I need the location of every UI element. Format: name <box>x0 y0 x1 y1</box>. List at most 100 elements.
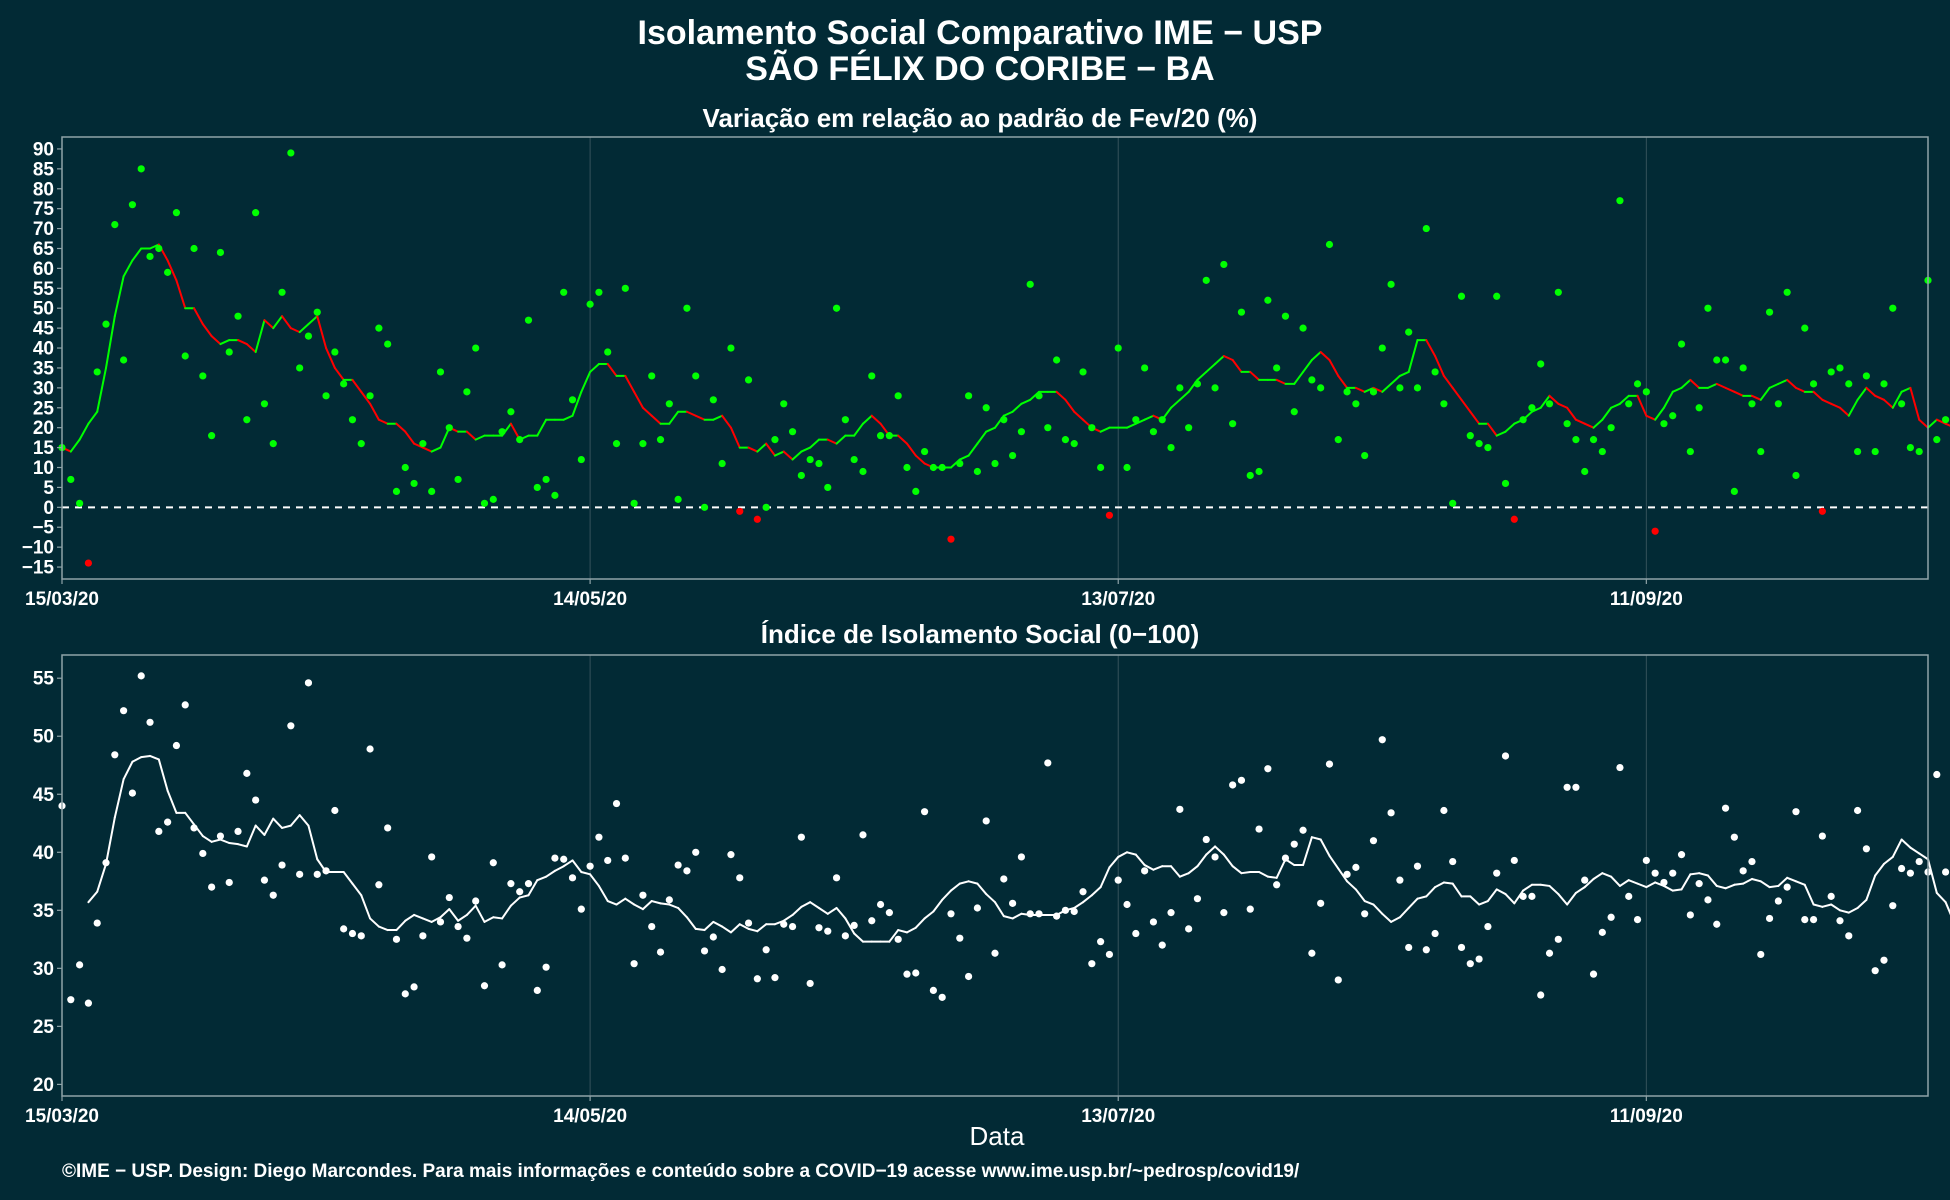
chart1-ma-segment <box>641 406 653 417</box>
chart1-data-point <box>366 392 374 400</box>
chart2-ma-segment <box>501 904 512 920</box>
chart1-data-point <box>1642 388 1650 396</box>
chart2-ma-segment <box>606 900 618 906</box>
chart2-ma-segment <box>131 756 143 763</box>
chart1-ma-segment <box>333 366 345 381</box>
chart1-ma-segment <box>1310 351 1322 361</box>
chart1-ma-segment <box>1610 402 1621 409</box>
chart2-ma-segment <box>1222 853 1234 868</box>
chart2-ma-segment <box>1847 906 1859 914</box>
chart2-ma-segment <box>210 838 222 843</box>
chart1-data-point <box>1510 515 1518 523</box>
chart1-data-point <box>287 149 295 157</box>
chart1-ma-segment <box>430 446 442 453</box>
chart2-data-point <box>595 833 603 841</box>
chart2-ma-segment <box>1231 865 1243 875</box>
chart1-ma-segment <box>1064 398 1076 413</box>
chart2-ma-segment <box>1909 846 1921 855</box>
chart2-ma-segment <box>1073 901 1085 909</box>
chart2-data-point <box>146 718 154 726</box>
chart2-data-point <box>322 867 330 875</box>
chart2-ma-segment <box>1918 852 1929 861</box>
chart2-data-point <box>621 854 629 862</box>
chart2-ma-segment <box>994 901 1005 918</box>
chart2-data-point <box>1317 899 1325 907</box>
chart1-ma-segment <box>272 315 284 330</box>
chart2-data-point <box>1765 914 1774 923</box>
chart2-xtick-label: 14/05/20 <box>553 1106 627 1127</box>
chart1-ma-segment <box>193 307 204 326</box>
chart2-data-point <box>1264 765 1272 773</box>
chart1-ma-segment <box>729 426 741 449</box>
chart2-data-point <box>1792 808 1800 816</box>
chart1-ma-segment <box>237 339 248 346</box>
chart2-ma-segment <box>1266 875 1278 879</box>
chart2-data-point <box>639 891 647 899</box>
chart1-data-point <box>542 475 550 484</box>
chart2-data-point <box>1158 941 1166 949</box>
chart2-ma-segment <box>413 913 424 920</box>
chart1-ma-segment <box>1830 402 1841 409</box>
chart2-ma-segment <box>1407 897 1419 909</box>
footer-credit: ©IME − USP. Design: Diego Marcondes. Par… <box>62 1161 1300 1182</box>
chart1-data-point <box>445 424 453 432</box>
chart2-data-point <box>771 974 779 982</box>
chart1-ma-segment <box>369 402 380 421</box>
chart2-data-point <box>1669 869 1677 877</box>
chart2-y-axis: 20 25 30 35 40 45 50 55 <box>33 669 62 1096</box>
chart2-ma-segment <box>923 910 935 920</box>
chart1-data-point <box>727 344 735 352</box>
chart1-data-point <box>560 288 568 296</box>
chart1-data-point <box>1942 416 1950 424</box>
chart2-data-point <box>445 893 453 902</box>
chart2-ytick-label: 40 <box>33 843 54 864</box>
chart2-data-point <box>1942 868 1950 876</box>
chart2-ma-segment <box>589 873 600 887</box>
chart2-data-point <box>410 983 418 991</box>
chart1-ma-segment <box>404 430 416 445</box>
chart2-ma-segment <box>553 865 565 872</box>
chart2-ma-segment <box>96 862 108 893</box>
chart2-data-point <box>1563 783 1571 791</box>
chart2-data-point <box>560 855 568 863</box>
chart2-data-point <box>1906 869 1914 877</box>
chart1-data-point <box>340 380 348 388</box>
chart1-data-point <box>1871 447 1879 456</box>
chart1-panel-border <box>61 136 1929 580</box>
chart1-ma-segment <box>580 370 592 393</box>
chart1-data-point <box>1097 463 1105 472</box>
chart1-ma-segment <box>1099 426 1111 433</box>
chart1-ma-segment <box>439 426 451 449</box>
chart2-ma-segment <box>465 904 477 916</box>
chart2-data-point <box>1343 870 1351 878</box>
chart2-ma-segment <box>536 875 548 882</box>
chart1-data-point <box>639 440 647 448</box>
chart2-ma-segment <box>1645 881 1657 889</box>
chart2-data-point <box>920 808 929 816</box>
chart2-ma-segment <box>342 871 354 885</box>
chart1-data-point <box>1141 364 1149 372</box>
chart1-ytick-label: 90 <box>33 139 54 160</box>
chart2-ma-segment <box>1099 866 1111 889</box>
chart2-data-point <box>1255 825 1263 833</box>
chart2-data-point <box>1862 845 1870 853</box>
chart1-data-point <box>1325 240 1334 249</box>
chart1-data-point <box>1167 443 1175 452</box>
chart1-ma-segment <box>1442 374 1454 389</box>
chart2-data-point <box>1290 840 1298 848</box>
chart2-ma-segment <box>307 824 319 861</box>
chart1-xtick-label: 15/03/20 <box>25 589 99 610</box>
chart1-data-point <box>1149 428 1158 436</box>
chart2-ma-segment <box>1372 903 1384 915</box>
chart1-data-point <box>1114 344 1122 352</box>
chart2-data-point <box>1845 932 1853 940</box>
chart1-data-point <box>1273 364 1281 372</box>
chart2-data-point <box>1783 883 1791 891</box>
chart2-data-point <box>1405 943 1413 952</box>
chart1-ma-segment <box>835 434 847 445</box>
chart1-data-point <box>744 376 753 384</box>
chart1-ma-segment <box>624 374 636 393</box>
chart1-ma-segment <box>1372 386 1384 393</box>
chart2-xtick-label: 11/09/20 <box>1610 1106 1683 1127</box>
